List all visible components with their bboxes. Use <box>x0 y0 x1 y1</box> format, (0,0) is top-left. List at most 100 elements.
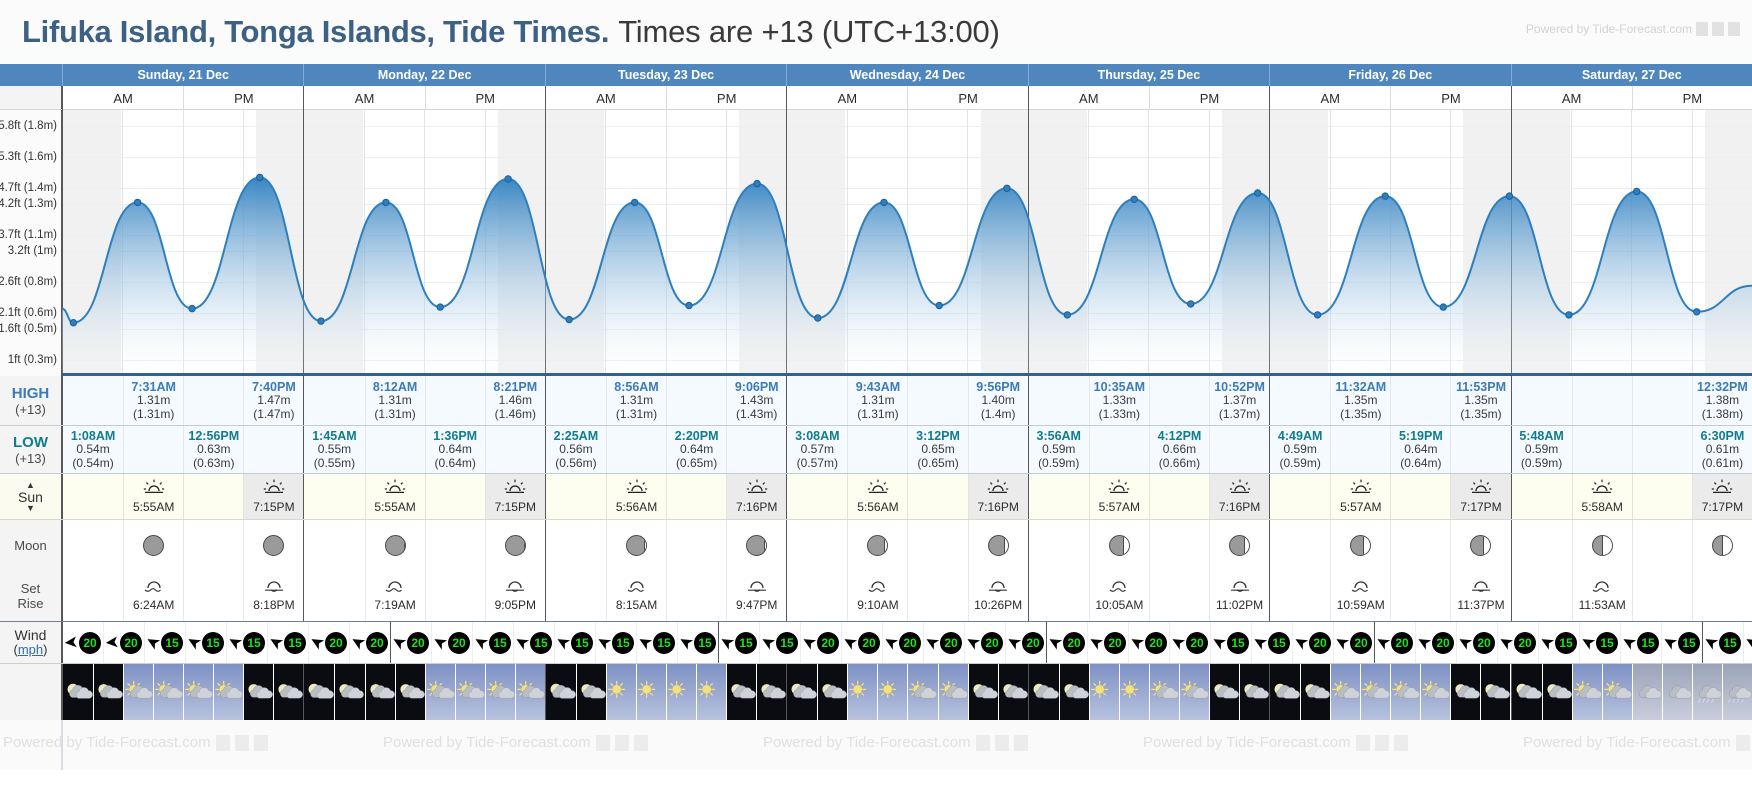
wind-indicator: ➤ 20 <box>1044 630 1087 656</box>
moonset-icon <box>144 581 161 592</box>
footer-watermark-badge-icon <box>595 734 610 751</box>
tide-height-alt: (0.64m) <box>1400 455 1442 470</box>
y-axis-tick-label: 5.8ft (1.8m) <box>0 119 57 132</box>
footer-watermark-text: Powered by Tide-Forecast.com <box>383 734 591 751</box>
chart-gridline-v <box>544 110 546 373</box>
wind-day-cell: ➤ 20 ➤ 20 ➤ 15 ➤ 15 ➤ 15 ➤ 15 ➤ 20 ➤ 20 <box>62 622 390 663</box>
wind-indicator: ➤ 20 <box>1331 630 1374 656</box>
moon-shadow <box>1602 535 1612 555</box>
tide-slot: 2:25AM 0.56m (0.56m) <box>546 426 606 473</box>
wind-slot: ➤ 20 <box>1413 622 1456 663</box>
weather-icon-day-sun-cloud <box>213 664 244 720</box>
moon-setrise-slot <box>1270 570 1330 621</box>
wind-indicator: ➤15 <box>552 630 595 656</box>
wind-slot: ➤ 20 <box>1290 622 1333 663</box>
sun-slot: 5:57AM <box>1088 474 1149 519</box>
watermark-badge-icon <box>1696 22 1708 36</box>
ampm-pm-label: PM <box>1148 86 1269 110</box>
tide-height-alt: (1.43m) <box>736 406 778 421</box>
day-header-cell[interactable]: Tuesday, 23 Dec <box>544 64 786 86</box>
tide-day-cell: 7:31AM 1.31m (1.31m) 7:40PM 1.47m (1.47m) <box>62 376 303 425</box>
sun-slot <box>1270 474 1330 519</box>
footer-corner <box>0 720 62 770</box>
tide-day-cell: 2:25AM 0.56m (0.56m) 2:20PM 0.64m (0.65m) <box>544 426 786 473</box>
wind-slot: ➤ 20 <box>1126 622 1169 663</box>
wind-slot: ➤15 <box>593 622 636 663</box>
chart-gridline-v <box>62 110 63 373</box>
wind-slot: ➤15 <box>183 622 226 663</box>
sunrise-icon <box>867 479 889 493</box>
tide-height-m: 0.59m <box>1283 442 1317 457</box>
tide-time: 5:19PM <box>1398 429 1443 444</box>
wind-slot: ➤15 <box>142 622 185 663</box>
footer-watermark-text: Powered by Tide-Forecast.com <box>3 734 211 751</box>
wind-day-cell: ➤ 20 ➤ 20 ➤ 20 ➤ 20 ➤ 15 ➤ 15 ➤ 15 ➤ 15 <box>1372 622 1702 663</box>
moon-setrise-slot <box>666 570 726 621</box>
wind-indicator: ➤15 <box>675 630 718 656</box>
day-header-cell[interactable]: Friday, 26 Dec <box>1269 64 1510 86</box>
tide-slot <box>907 376 967 425</box>
moon-phase-icon <box>143 534 165 556</box>
moon-setrise-slot: 11:37PM <box>1450 570 1510 621</box>
wind-direction-arrow-icon: ➤ <box>1740 630 1752 654</box>
moon-phase-cells <box>62 520 1752 570</box>
moon-slot <box>123 520 183 570</box>
chart-gridline-v <box>182 110 184 373</box>
tide-extremum-marker <box>504 175 512 183</box>
tide-time: 3:12PM <box>916 429 960 444</box>
moon-slot <box>546 520 606 570</box>
wind-speed-badge: 20 <box>1514 631 1536 654</box>
moon-shadow <box>1123 535 1129 555</box>
moon-day-cell <box>1510 520 1752 570</box>
tide-height-m: 0.64m <box>438 442 472 457</box>
day-header-cell[interactable]: Monday, 22 Dec <box>303 64 544 86</box>
day-header-cell[interactable]: Sunday, 21 Dec <box>62 64 303 86</box>
tide-slot: 4:49AM 0.59m (0.59m) <box>1270 426 1330 473</box>
wind-slot: ➤15 <box>1577 622 1620 663</box>
tide-slot <box>1450 426 1510 473</box>
y-axis-tick-label: 4.2ft (1.3m) <box>0 197 57 210</box>
moonrise-icon <box>1230 581 1249 592</box>
wind-unit-link[interactable]: mph <box>17 642 44 658</box>
tide-time: 1:45AM <box>312 429 357 444</box>
moon-slot <box>484 520 545 570</box>
moon-slot <box>907 520 967 570</box>
wind-indicator: ➤15 <box>224 630 267 656</box>
day-header-cell[interactable]: Saturday, 27 Dec <box>1510 64 1752 86</box>
wind-speed-badge: 15 <box>1678 631 1700 654</box>
tide-day-cell: 8:56AM 1.31m (1.31m) 9:06PM 1.43m (1.43m) <box>544 376 786 425</box>
tide-slot <box>546 376 606 425</box>
moonset-time: 8:15AM <box>615 598 658 612</box>
ampm-pm-label: PM <box>1390 86 1510 110</box>
tide-slot: 8:12AM 1.31m (1.31m) <box>364 376 425 425</box>
ampm-pm-label: PM <box>183 86 303 110</box>
wind-slot: ➤ 20 <box>1085 622 1128 663</box>
tide-height-m: 1.31m <box>619 393 654 408</box>
sun-icon-wrap <box>504 479 526 499</box>
weather-day-cell <box>786 664 1028 720</box>
moonset-time: 11:53AM <box>1578 598 1626 612</box>
day-header-cell[interactable]: Thursday, 25 Dec <box>1027 64 1269 86</box>
tide-height-alt: (0.65m) <box>675 455 718 470</box>
weather-icon-night-cloud <box>273 664 304 720</box>
tide-slot: 5:19PM 0.64m (0.64m) <box>1390 426 1450 473</box>
weather-icon-day-sun-cloud <box>424 664 455 720</box>
moon-setrise-slot <box>1512 570 1572 621</box>
wind-speed-badge: 15 <box>694 631 716 654</box>
tide-time: 9:56PM <box>976 380 1021 395</box>
sun-slot <box>1512 474 1572 519</box>
sun-slot <box>63 474 123 519</box>
sunrise-icon <box>1109 479 1130 493</box>
weather-icon-night-cloud <box>1028 664 1059 720</box>
weather-icon-day-sun-cloud <box>153 664 184 720</box>
tide-height-alt: (1.31m) <box>615 406 658 421</box>
tide-day-cell: 1:45AM 0.55m (0.55m) 1:36PM 0.64m (0.64m) <box>303 426 544 473</box>
footer-watermark-badge-icon <box>614 734 629 751</box>
footer: Powered by Tide-Forecast.com Powered by T… <box>0 720 1752 770</box>
tide-height-alt: (1.31m) <box>857 406 899 421</box>
y-axis-tick-label: 3.2ft (1m) <box>7 244 57 257</box>
y-axis-tick-label: 2.6ft (0.8m) <box>0 276 57 289</box>
wind-indicator: ➤15 <box>183 630 226 656</box>
day-header-cell[interactable]: Wednesday, 24 Dec <box>786 64 1027 86</box>
sun-slot <box>424 474 485 519</box>
